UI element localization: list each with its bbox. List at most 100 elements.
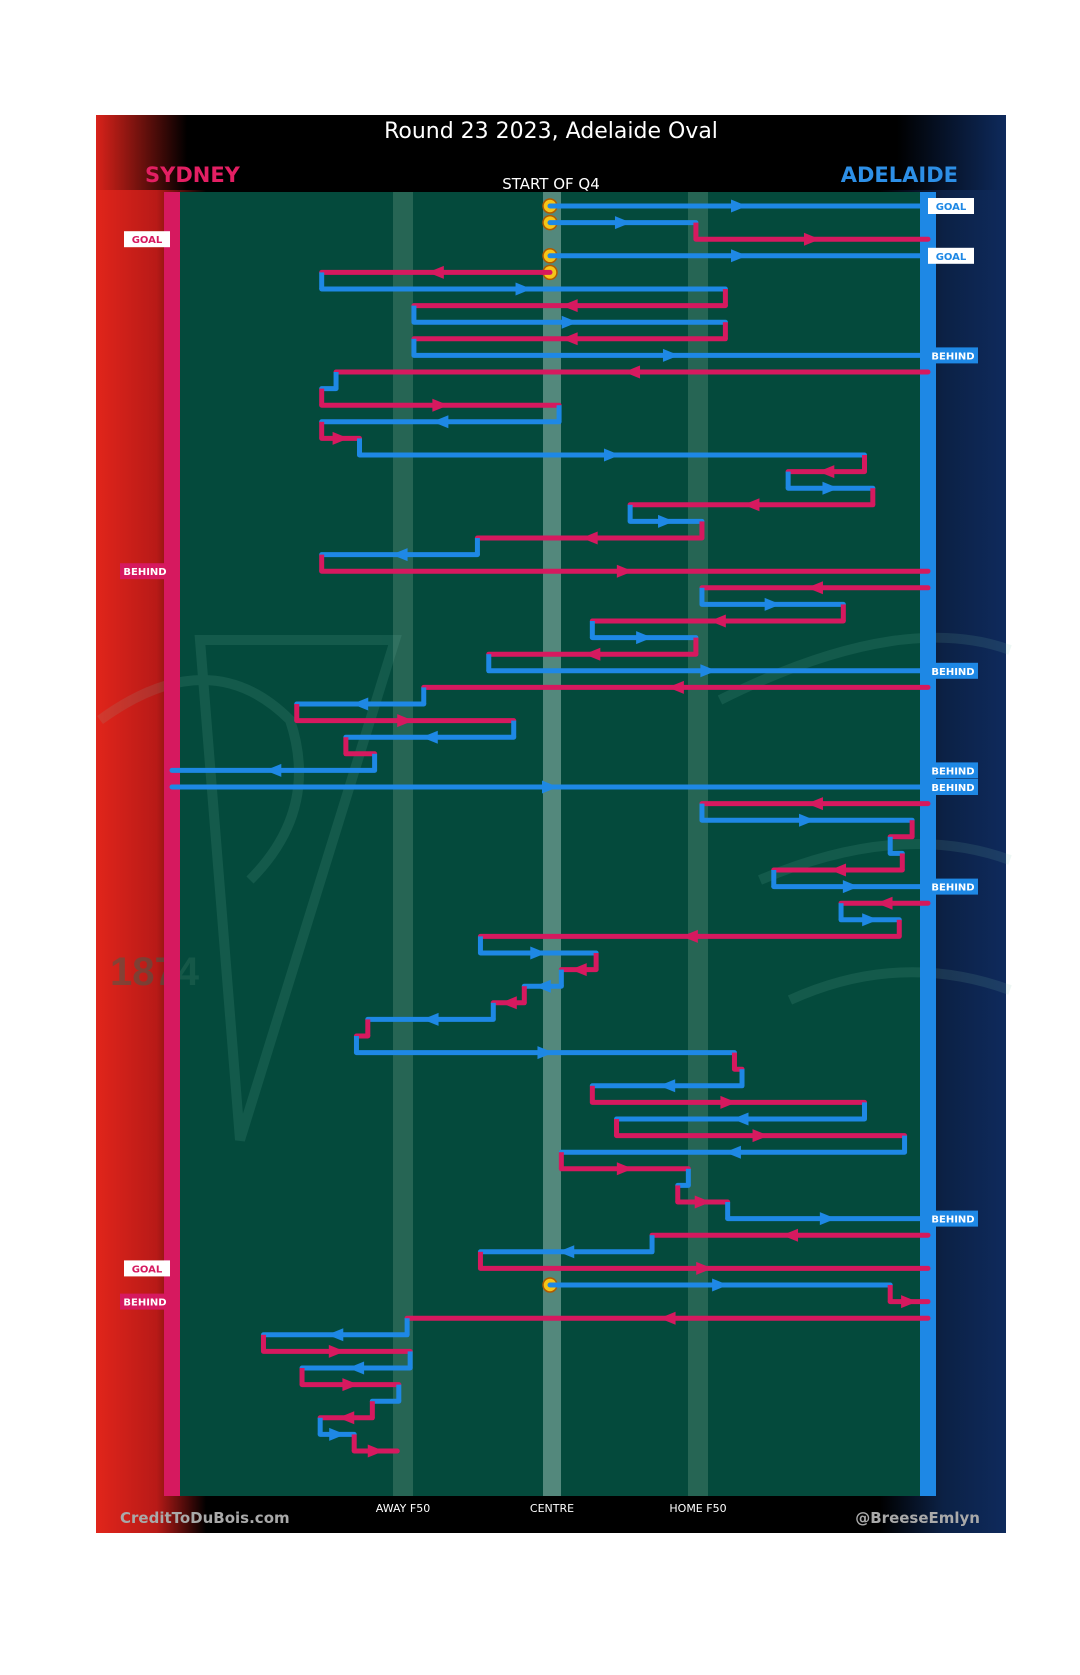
- flow-arrow: [328, 1344, 345, 1358]
- flow-arrow: [616, 564, 633, 578]
- team-right-label: ADELAIDE: [841, 163, 958, 187]
- score-badge-label: GOAL: [936, 202, 967, 213]
- flow-arrow: [391, 548, 408, 562]
- score-badge: [124, 231, 170, 248]
- flow-arrow: [616, 1162, 633, 1176]
- flow-arrow: [799, 813, 816, 827]
- flow-arrow: [720, 1095, 737, 1109]
- flow-arrow: [862, 913, 879, 927]
- score-badge: [120, 1293, 170, 1310]
- axis-label-away-f50: AWAY F50: [376, 1502, 430, 1515]
- axis-label-home-f50: HOME F50: [669, 1502, 726, 1515]
- flow-arrow: [662, 348, 679, 362]
- flow-arrow: [731, 249, 747, 263]
- flow-arrow: [803, 232, 820, 246]
- flow-arrow: [561, 332, 578, 346]
- flow-arrow: [348, 1361, 365, 1375]
- centre-stripe: [543, 192, 561, 1496]
- flow-arrow: [636, 631, 653, 645]
- flow-arrow: [584, 647, 601, 661]
- credit-left: CreditToDuBois.com: [120, 1509, 290, 1527]
- flow-arrow: [537, 1046, 554, 1060]
- flow-arrow: [422, 1012, 439, 1026]
- axis-label-centre: CENTRE: [530, 1502, 574, 1515]
- flow-arrow: [830, 863, 847, 877]
- flow-arrow: [819, 1212, 836, 1226]
- flow-arrow: [700, 664, 717, 678]
- score-badge-label: BEHIND: [931, 351, 974, 362]
- flow-arrow: [561, 299, 578, 313]
- score-badge: [928, 1210, 978, 1227]
- score-badge-label: GOAL: [132, 235, 163, 246]
- away-f50-stripe: [393, 192, 413, 1496]
- score-badge-label: BEHIND: [123, 1298, 166, 1309]
- flow-arrow: [901, 1295, 918, 1309]
- flow-arrow: [561, 315, 578, 329]
- score-badge: [928, 779, 978, 795]
- score-badge-label: BEHIND: [931, 766, 974, 777]
- flow-arrow: [806, 797, 823, 811]
- adelaide-goal-line: [920, 192, 936, 1496]
- flow-arrow: [432, 415, 449, 429]
- watermark-logos: [97, 632, 1012, 1142]
- flow-arrow: [764, 597, 781, 611]
- flow-arrow: [712, 1278, 729, 1292]
- flow-arrow: [842, 880, 859, 894]
- credit-right: @BreeseEmlyn: [855, 1509, 980, 1527]
- flow-arrow: [558, 1245, 575, 1259]
- watermark-year: 1874: [110, 950, 200, 994]
- flow-arrow: [530, 946, 547, 960]
- score-badge-label: BEHIND: [931, 783, 974, 794]
- flow-arrow: [338, 1411, 355, 1425]
- flow-arrow: [694, 1195, 711, 1209]
- score-badge: [928, 762, 978, 779]
- score-badge-label: BEHIND: [931, 667, 974, 678]
- flow-arrow: [421, 730, 438, 744]
- flow-arrow: [659, 1079, 676, 1093]
- header-band: [96, 115, 1006, 190]
- flow-arrow: [614, 216, 631, 230]
- flow-arrow: [624, 365, 641, 379]
- flow-arrow: [397, 714, 414, 728]
- flow-arrow: [732, 1112, 749, 1126]
- flow-arrow: [515, 282, 532, 296]
- score-badge-label: GOAL: [936, 252, 967, 263]
- flow-arrow: [581, 531, 598, 545]
- score-badge-label: BEHIND: [931, 1215, 974, 1226]
- flow-arrow: [534, 979, 551, 993]
- flow-arrow: [709, 614, 726, 628]
- sydney-goal-line: [164, 192, 180, 1496]
- score-badge: [928, 247, 974, 264]
- flow-arrow: [818, 465, 835, 479]
- flow-arrow: [500, 996, 517, 1010]
- flow-arrow: [659, 1311, 676, 1325]
- flow-arrow: [752, 1129, 769, 1143]
- flow-arrow: [603, 448, 620, 462]
- score-badge: [124, 1260, 170, 1277]
- flow-arrow: [822, 481, 839, 495]
- flow-arrow: [731, 199, 747, 213]
- chart-title: Round 23 2023, Adelaide Oval: [384, 119, 718, 144]
- flow-arrow: [782, 1228, 799, 1242]
- score-badge-label: BEHIND: [931, 883, 974, 894]
- flow-arrow: [432, 398, 449, 412]
- flow-arrow: [352, 697, 369, 711]
- chart-subtitle: START OF Q4: [502, 175, 600, 193]
- flow-arrow: [367, 1444, 384, 1458]
- flow-arrow: [696, 1261, 713, 1275]
- flow-arrow: [332, 431, 349, 445]
- flow-arrow: [658, 514, 675, 528]
- flow-arrow: [681, 929, 698, 943]
- flow-arrow: [724, 1145, 741, 1159]
- flow-arrow: [542, 780, 558, 794]
- flow-arrow: [327, 1328, 344, 1342]
- home-f50-stripe: [688, 192, 708, 1496]
- chains-layer: GOAL GOAL GOAL BEHIND BEHIND BEHIND BEHIND BEHI…: [120, 198, 978, 1458]
- flow-arrow: [427, 265, 444, 279]
- flow-arrow: [265, 763, 282, 777]
- score-badge: [928, 662, 978, 679]
- score-badge: [928, 878, 978, 895]
- score-badge-label: GOAL: [132, 1264, 163, 1275]
- flow-arrow: [570, 963, 587, 977]
